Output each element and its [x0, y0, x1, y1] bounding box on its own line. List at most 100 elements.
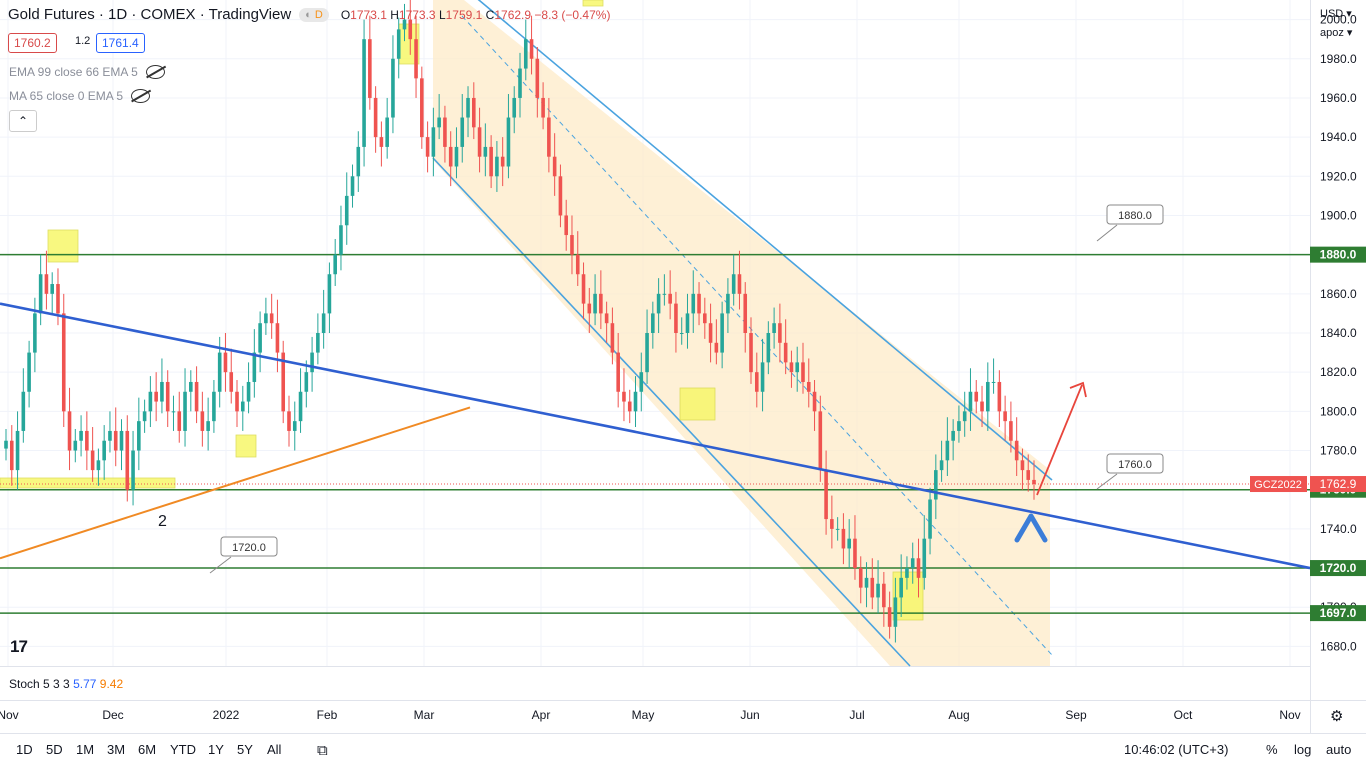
symbol-title[interactable]: Gold Futures · 1D · COMEX · TradingView — [8, 6, 292, 23]
price-chart[interactable]: 1880.01760.01720.021680.01700.01720.0174… — [0, 0, 1366, 733]
candle-body — [731, 274, 736, 294]
price-callout[interactable] — [1106, 204, 1164, 225]
candle-body — [339, 225, 343, 255]
candle-body — [703, 313, 707, 324]
eye-hidden-icon[interactable] — [145, 65, 165, 79]
candle-body — [506, 117, 511, 167]
auto-scale-toggle[interactable]: auto — [1326, 742, 1352, 757]
candle-body — [454, 146, 459, 167]
candle-body — [633, 391, 638, 412]
clock-readout: 10:46:02 (UTC+3) — [1124, 742, 1229, 757]
ascending-trendline[interactable] — [0, 406, 471, 560]
candle-body — [356, 146, 361, 177]
settings-gear-icon[interactable]: ⚙ — [1330, 707, 1343, 725]
tf-button-5y[interactable]: 5Y — [237, 742, 253, 757]
log-scale-toggle[interactable]: log — [1294, 742, 1312, 757]
channel-median-line[interactable] — [461, 15, 1053, 656]
bid-price[interactable]: 1760.2 — [8, 33, 57, 53]
candle-body — [160, 381, 164, 402]
candle-body — [362, 39, 366, 147]
time-tick-label: Dec — [102, 708, 123, 722]
candle-body — [974, 391, 979, 402]
price-tick-label: 1820.0 — [1320, 365, 1357, 379]
descending-trendline[interactable] — [0, 302, 1311, 570]
candle-body — [743, 293, 748, 333]
tf-button-1y[interactable]: 1Y — [208, 742, 224, 757]
candle-body — [575, 254, 580, 275]
tf-button-5d[interactable]: 5D — [46, 742, 63, 757]
candle-body — [737, 274, 742, 294]
ema-indicator-row[interactable]: EMA 99 close 66 EMA 5 — [9, 65, 165, 79]
candle-body — [783, 342, 788, 363]
candle-body — [489, 146, 493, 177]
time-tick-label: Jul — [849, 708, 864, 722]
collapse-legend-button[interactable]: ⌃ — [9, 110, 37, 132]
tf-button-ytd[interactable]: YTD — [170, 742, 196, 757]
candle-body — [495, 156, 499, 177]
candle-body — [396, 29, 401, 59]
candle-body — [679, 333, 684, 334]
candle-body — [760, 362, 765, 392]
candle-body — [437, 117, 441, 128]
candle-body — [391, 58, 395, 118]
candle-body — [830, 519, 834, 529]
level-price-tag-label: 1880.0 — [1320, 248, 1357, 262]
compare-range-icon[interactable]: ⧉ — [317, 742, 328, 759]
candle-body — [50, 284, 55, 294]
candle-body — [818, 411, 823, 471]
tf-button-1d[interactable]: 1D — [16, 742, 33, 757]
percent-scale-toggle[interactable]: % — [1266, 742, 1278, 757]
time-tick-label: Feb — [317, 708, 338, 722]
candle-body — [622, 391, 626, 402]
eye-hidden-icon[interactable] — [131, 89, 151, 103]
currency-selector[interactable]: USD ▾ — [1320, 8, 1352, 20]
projection-arrow[interactable] — [1036, 384, 1083, 496]
time-tick-label: Aug — [948, 708, 969, 722]
price-tick-label: 1920.0 — [1320, 169, 1357, 183]
candle-body — [570, 235, 574, 255]
scale-mode-selector[interactable]: apoz ▾ — [1320, 27, 1353, 39]
candle-body — [154, 391, 158, 402]
candle-body — [882, 583, 886, 608]
highlight-box — [0, 477, 176, 489]
candle-body — [651, 313, 655, 333]
candle-body — [778, 323, 782, 343]
channel-upper-line[interactable] — [455, 0, 1053, 481]
tf-button-6m[interactable]: 6M — [138, 742, 157, 757]
channel-lower-line[interactable] — [432, 157, 911, 667]
candle-body — [33, 313, 37, 353]
ask-price[interactable]: 1761.4 — [96, 33, 145, 53]
candle-body — [235, 391, 239, 412]
candle-body — [1003, 411, 1007, 422]
last-price-tag — [1310, 476, 1366, 493]
level-price-tag — [1310, 246, 1366, 263]
tf-button-all[interactable]: All — [267, 742, 282, 757]
candle-body — [991, 381, 996, 383]
candle-body — [893, 597, 898, 627]
candle-body — [148, 391, 153, 412]
ma-indicator-row[interactable]: MA 65 close 0 EMA 5 — [9, 89, 151, 103]
candle-body — [864, 577, 869, 588]
tf-button-3m[interactable]: 3M — [107, 742, 126, 757]
candle-body — [21, 391, 26, 431]
candle-body — [1032, 479, 1036, 485]
candle-body — [38, 274, 43, 314]
candle-body — [142, 411, 147, 422]
candle-body — [113, 430, 118, 451]
price-callout-label: 1720.0 — [232, 542, 266, 554]
price-callout[interactable] — [220, 536, 278, 557]
candle-body — [795, 362, 800, 373]
tf-button-1m[interactable]: 1M — [76, 742, 95, 757]
candle-body — [90, 450, 95, 471]
price-callout[interactable] — [1106, 453, 1164, 474]
candle-body — [824, 470, 828, 520]
highlight-box — [679, 387, 716, 421]
price-callout-label: 1880.0 — [1118, 210, 1152, 222]
price-tick-label: 1940.0 — [1320, 130, 1357, 144]
candle-body — [240, 401, 245, 412]
candle-body — [194, 381, 199, 412]
candle-body — [4, 440, 8, 449]
candle-body — [593, 293, 597, 314]
candle-body — [15, 430, 20, 471]
candle-body — [27, 352, 31, 392]
